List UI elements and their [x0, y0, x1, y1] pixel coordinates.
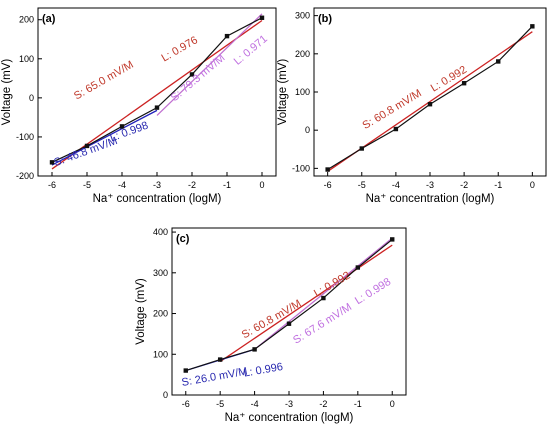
- x-tick-label: -5: [358, 180, 366, 190]
- panel-c: -6 -5 -4 -3 -2 -1 0 0 100 200 300 400 Na⁺ concentrat…: [135, 227, 407, 424]
- y-tick-label: 100: [295, 87, 310, 97]
- x-tick-label: 0: [530, 180, 535, 190]
- x-tick-label: -6: [324, 180, 332, 190]
- y-tick-label: 200: [153, 309, 168, 319]
- y-tick-label: 100: [19, 54, 34, 64]
- data-point: [49, 160, 55, 165]
- fit-annotation: L: 0.992: [312, 270, 352, 300]
- x-tick-label: 0: [390, 399, 395, 409]
- y-axis-title: Voltage (mV): [277, 59, 289, 126]
- x-tick-label: -1: [354, 399, 362, 409]
- data-point: [183, 368, 188, 373]
- x-tick-label: -6: [182, 399, 190, 409]
- data-point: [154, 105, 160, 110]
- x-axis-title: Na⁺ concentration (logM): [366, 193, 495, 205]
- fit-line: [219, 244, 393, 363]
- fit-annotation: L: 0.976: [160, 34, 200, 64]
- x-axis-title: Na⁺ concentration (logM): [93, 193, 222, 205]
- data-point: [259, 15, 265, 20]
- data-point: [496, 59, 501, 64]
- x-tick-label: -2: [319, 399, 327, 409]
- data-point: [321, 295, 326, 301]
- data-point: [359, 146, 364, 151]
- x-tick-label: -2: [188, 180, 196, 190]
- fit-annotation: S: 65.0 mV/M: [72, 59, 136, 103]
- fit-line: [156, 13, 263, 116]
- data-point: [189, 72, 195, 77]
- y-tick-label: -100: [16, 132, 34, 142]
- y-tick-label: 100: [153, 349, 168, 359]
- y-tick-label: 0: [29, 93, 34, 103]
- x-tick-label: 0: [259, 180, 264, 190]
- panel-b: -6 -5 -4 -3 -2 -1 0 -100 0 100 200 300 Na⁺ concentra…: [277, 7, 547, 205]
- y-tick-label: -100: [292, 163, 310, 173]
- y-tick-label: 300: [153, 268, 168, 278]
- y-tick-label: 200: [19, 15, 34, 25]
- x-tick-label: -3: [285, 399, 293, 409]
- x-tick-label: -2: [460, 180, 468, 190]
- data-point: [355, 265, 361, 270]
- x-tick-label: -4: [118, 180, 126, 190]
- x-tick-label: -4: [392, 180, 400, 190]
- x-tick-label: -6: [48, 180, 56, 190]
- fit-annotation: L: 0.998: [353, 276, 393, 307]
- y-tick-label: 0: [305, 125, 310, 135]
- data-point: [325, 167, 330, 172]
- x-axis-title: Na⁺ concentration (logM): [225, 412, 354, 424]
- data-point: [286, 321, 292, 326]
- fit-annotation: S: 46.8 mV/M: [52, 135, 119, 169]
- panel-a: -6 -5 -4 -3 -2 -1 0 -200 -100 0 100 200 Na⁺ concentr…: [1, 7, 277, 205]
- y-tick-label: 0: [163, 390, 168, 400]
- fit-line: [51, 109, 158, 166]
- x-tick-label: -3: [153, 180, 161, 190]
- data-point: [390, 237, 395, 242]
- data-point: [530, 24, 535, 29]
- fit-annotation: L: 0.996: [243, 361, 284, 380]
- y-tick-label: 200: [295, 49, 310, 59]
- data-point: [217, 357, 223, 362]
- y-tick-label: 400: [153, 227, 168, 237]
- x-tick-label: -1: [223, 180, 231, 190]
- data-point: [393, 126, 399, 132]
- data-point: [252, 347, 257, 352]
- fit-annotation: L: 0.998: [108, 120, 149, 145]
- data-line: [327, 25, 533, 171]
- data-point: [119, 124, 125, 129]
- fit-line: [254, 237, 393, 350]
- y-tick-label: -200: [16, 171, 34, 181]
- panel-label: (b): [318, 13, 332, 25]
- y-axis-title: Voltage (mV): [135, 278, 147, 345]
- x-tick-label: -3: [426, 180, 434, 190]
- x-tick-label: -5: [83, 180, 91, 190]
- fit-annotation: S: 60.8 mV/M: [361, 87, 424, 132]
- data-point: [84, 143, 90, 149]
- data-point: [461, 81, 467, 86]
- data-point: [427, 102, 433, 107]
- x-tick-label: -4: [251, 399, 259, 409]
- plot-frame: [313, 7, 547, 177]
- fit-annotation: S: 79.3 mV/M: [169, 52, 228, 104]
- x-tick-label: -5: [216, 399, 224, 409]
- panel-label: (c): [176, 233, 190, 245]
- data-point: [224, 33, 230, 39]
- x-tick-label: -1: [494, 180, 502, 190]
- y-axis-title: Voltage (mV): [1, 59, 13, 126]
- y-tick-label: 300: [295, 11, 310, 21]
- panel-label: (a): [42, 13, 56, 25]
